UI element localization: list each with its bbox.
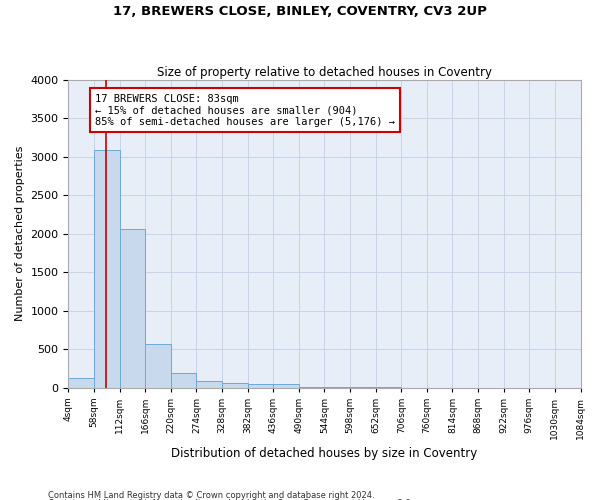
Title: Size of property relative to detached houses in Coventry: Size of property relative to detached ho… [157, 66, 492, 78]
Bar [171, 373, 196, 388]
Text: 17 BREWERS CLOSE: 83sqm
← 15% of detached houses are smaller (904)
85% of semi-d: 17 BREWERS CLOSE: 83sqm ← 15% of detache… [95, 94, 395, 126]
Bar [248, 384, 273, 388]
Bar [222, 384, 248, 388]
Text: Contains HM Land Registry data © Crown copyright and database right 2024.: Contains HM Land Registry data © Crown c… [48, 490, 374, 500]
Text: Contains public sector information licensed under the Open Government Licence v3: Contains public sector information licen… [48, 499, 413, 500]
Bar [94, 150, 119, 388]
Bar [68, 378, 94, 388]
Bar [196, 382, 222, 388]
X-axis label: Distribution of detached houses by size in Coventry: Distribution of detached houses by size … [172, 447, 478, 460]
Y-axis label: Number of detached properties: Number of detached properties [15, 146, 25, 322]
Bar [119, 229, 145, 388]
Bar [273, 384, 299, 388]
Bar [145, 344, 171, 388]
Text: 17, BREWERS CLOSE, BINLEY, COVENTRY, CV3 2UP: 17, BREWERS CLOSE, BINLEY, COVENTRY, CV3… [113, 5, 487, 18]
